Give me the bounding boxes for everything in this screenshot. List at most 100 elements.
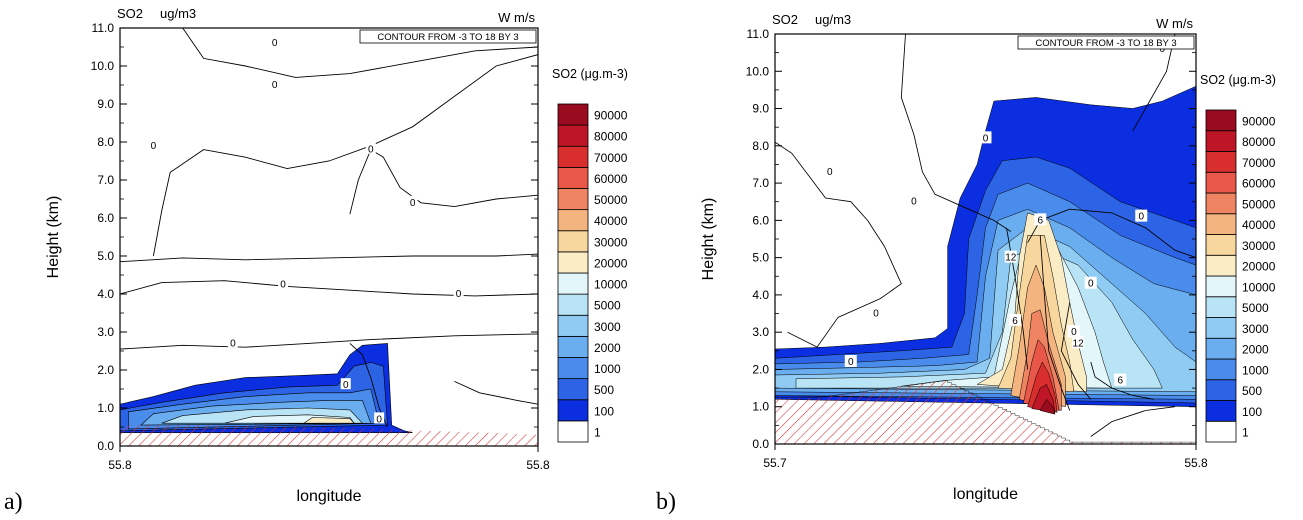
legend-swatch xyxy=(1205,151,1237,173)
legend-label: 90000 xyxy=(594,109,628,123)
legend-swatch xyxy=(557,251,589,274)
contour-label: 6 xyxy=(1012,316,1018,327)
plot-area: 0 0 0 0 0 0 0 0 0 0 xyxy=(120,28,538,446)
legend-swatch xyxy=(557,272,589,295)
w-contour-4 xyxy=(349,148,538,215)
legend-swatch xyxy=(1205,358,1237,381)
contour-label-bg xyxy=(907,194,920,207)
x-axis-label: longitude xyxy=(297,488,362,505)
contour-label: 0 xyxy=(272,38,278,49)
y-tick-label: 0.0 xyxy=(752,437,769,451)
y-tick-label: 11.0 xyxy=(747,27,770,41)
legend-label: 20000 xyxy=(594,256,628,270)
legend-label: 90000 xyxy=(1242,114,1276,128)
legend-label: 1000 xyxy=(594,362,621,376)
legend-label: 40000 xyxy=(594,214,628,228)
y-tick-label: 6.0 xyxy=(752,213,769,227)
legend-swatch xyxy=(1205,379,1237,401)
legend-swatch xyxy=(1205,130,1237,152)
y-tick-label: 5.0 xyxy=(752,251,769,265)
legend-label: 5000 xyxy=(594,299,621,313)
legend-label: 50000 xyxy=(594,193,628,207)
contour-label: 0 xyxy=(848,357,854,368)
w-contour-0 xyxy=(120,333,538,350)
contour-label-bg xyxy=(1072,336,1085,349)
contour-label-bg xyxy=(979,131,992,144)
panel-b: 00000000612601260.01.02.03.04.05.06.07.0… xyxy=(700,12,1276,503)
legend-label: 50000 xyxy=(1242,197,1276,211)
legend-swatch xyxy=(1205,296,1237,318)
terrain-hatch xyxy=(775,380,1196,444)
w-contour-3 xyxy=(152,54,538,257)
contour-note-box xyxy=(359,29,537,44)
legend-swatch xyxy=(557,399,589,422)
legend-swatch xyxy=(557,209,589,232)
legend-swatch xyxy=(557,188,589,211)
legend-title: SO2 (μg.m-3) xyxy=(1200,73,1276,87)
field-unit: ug/m3 xyxy=(815,12,851,27)
legend-swatch xyxy=(557,230,589,253)
w-contour-0 xyxy=(775,141,902,348)
legend-swatch xyxy=(557,420,589,443)
contour-label-bg xyxy=(844,355,857,367)
w-contour-6 xyxy=(1039,235,1071,411)
panel-label-b: b) xyxy=(656,489,676,515)
legend-label: 10000 xyxy=(1242,280,1276,294)
legend-label: 40000 xyxy=(1242,218,1276,232)
y-tick-label: 4.0 xyxy=(97,287,114,301)
contour-label-bg xyxy=(365,142,376,154)
legend-label: 1 xyxy=(594,425,601,439)
legend-label: 60000 xyxy=(1242,177,1276,191)
legend-label: 100 xyxy=(1242,405,1262,419)
contour-label: 0 xyxy=(827,167,833,178)
w-contour-4 xyxy=(1090,406,1176,437)
y-axis-label: Height (km) xyxy=(700,198,717,281)
y-tick-label: 3.0 xyxy=(97,325,114,339)
legend-swatch xyxy=(1205,337,1237,360)
w-contour-1 xyxy=(900,34,1012,232)
contour-label: 0 xyxy=(1160,44,1166,55)
w-contour-2 xyxy=(120,253,538,263)
overlay-label: W m/s xyxy=(1156,16,1193,31)
contour-label-bg xyxy=(1084,276,1097,289)
overlay-label: W m/s xyxy=(498,10,535,25)
legend-swatch xyxy=(1205,213,1237,235)
y-tick-label: 7.0 xyxy=(97,173,114,187)
legend-swatch xyxy=(557,378,589,401)
legend-label: 80000 xyxy=(1242,135,1276,149)
contour-label: 0 xyxy=(368,145,374,156)
contour-label: 0 xyxy=(911,197,917,208)
contour-label-bg xyxy=(148,138,159,150)
legend-label: 5000 xyxy=(1242,301,1269,315)
y-tick-label: 1.0 xyxy=(97,401,114,415)
field-label: SO2 xyxy=(772,12,798,27)
panel-label-a: a) xyxy=(4,489,23,515)
contour-label-bg xyxy=(1004,250,1017,263)
legend-label: 10000 xyxy=(594,278,628,292)
x-tick-label: 55.8 xyxy=(526,458,550,472)
contour-label: 12 xyxy=(1073,338,1085,349)
w-contour-3 xyxy=(1060,302,1092,400)
contour-label-bg xyxy=(823,164,836,177)
contour-label-bg xyxy=(278,277,289,289)
y-tick-label: 7.0 xyxy=(752,176,769,190)
contour-label: 0 xyxy=(1071,327,1077,338)
x-tick-label: 55.7 xyxy=(763,456,787,470)
contour-label: 0 xyxy=(1138,212,1144,223)
legend-swatch xyxy=(1205,254,1237,277)
legend-label: 30000 xyxy=(594,235,628,249)
legend-label: 20000 xyxy=(1242,260,1276,274)
legend-swatch xyxy=(557,335,589,358)
field-label: SO2 xyxy=(117,6,143,21)
w-contour-1 xyxy=(120,280,538,297)
legend-label: 500 xyxy=(594,383,614,397)
legend-swatch xyxy=(1205,192,1237,215)
legend-label: 3000 xyxy=(594,320,621,334)
contour-label: 0 xyxy=(272,80,278,91)
contour-note: CONTOUR FROM -3 TO 18 BY 3 xyxy=(377,32,518,43)
contour-label-bg xyxy=(870,306,883,319)
legend-swatch xyxy=(557,124,589,147)
contour-label-bg xyxy=(1135,209,1148,222)
panel-a: 0 0 0 0 0 0 0 0 0 0 0.0 1.0 2.0 3.0 4.0 5.0 6.0 7.0 8.0 9.0… xyxy=(45,6,628,505)
w-contour-7 xyxy=(1090,361,1154,400)
